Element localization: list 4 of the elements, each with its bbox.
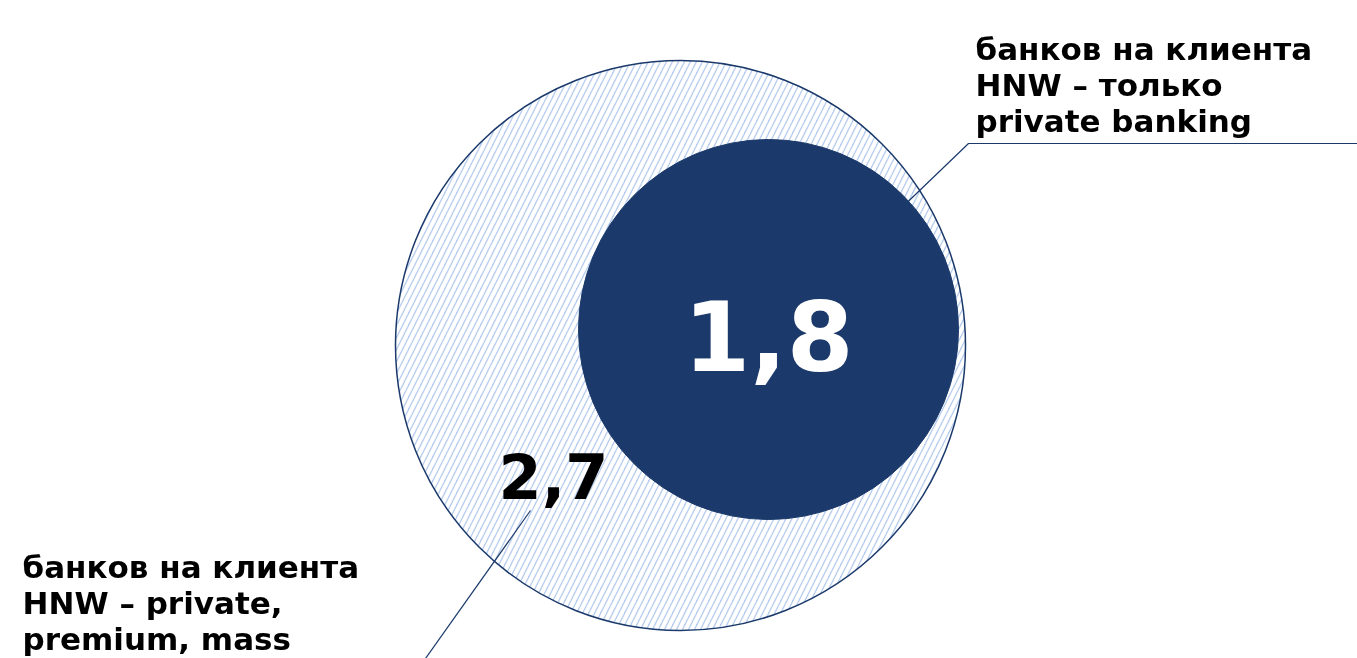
- category-label: банков на клиента HNW – private, premium, mass: [22, 548, 360, 657]
- category-label: банков на клиента HNW – только private banking: [975, 30, 1313, 139]
- data-label: 1,8: [683, 282, 854, 394]
- data-label: 2,7: [498, 440, 609, 514]
